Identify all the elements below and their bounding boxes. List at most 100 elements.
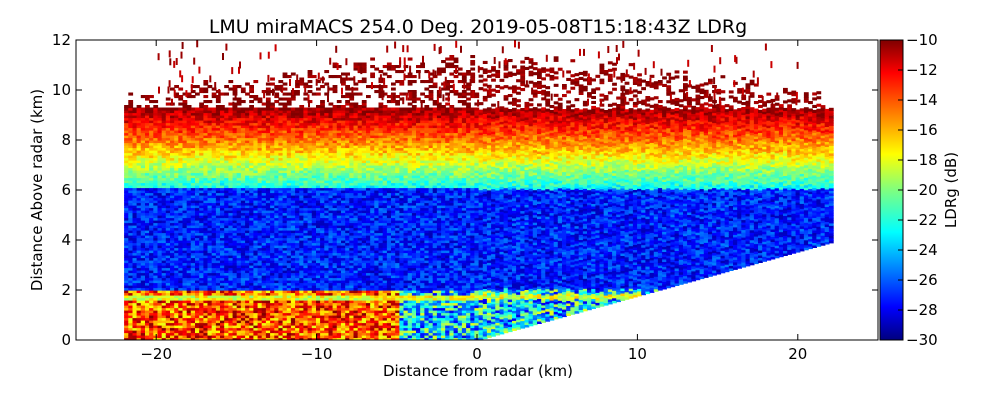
heatmap-cell	[145, 170, 150, 174]
heatmap-cell	[149, 167, 154, 171]
heatmap-cell	[149, 335, 154, 339]
heatmap-cell	[124, 222, 129, 226]
heatmap-cell	[161, 160, 167, 164]
heatmap-cell	[157, 117, 163, 121]
heatmap-cell	[157, 327, 163, 331]
heatmap-cell	[124, 192, 129, 196]
heatmap-cell	[136, 230, 142, 234]
heatmap-cell	[170, 162, 175, 166]
heatmap-cell	[174, 322, 179, 326]
heatmap-cell	[153, 205, 159, 209]
heatmap-cell	[149, 100, 154, 104]
heatmap-cell	[165, 170, 171, 174]
heatmap-cell	[157, 267, 163, 271]
heatmap-cell	[128, 272, 134, 276]
heatmap-cell	[316, 105, 321, 109]
heatmap-cell	[124, 177, 129, 181]
heatmap-cell	[170, 285, 175, 289]
heatmap-cell	[132, 245, 138, 249]
heatmap-cell	[178, 327, 184, 331]
heatmap-cell	[132, 280, 138, 284]
heatmap-cell	[145, 292, 150, 296]
heatmap-cell	[161, 287, 167, 291]
heatmap-cell	[136, 312, 142, 316]
heatmap-cell	[316, 92, 321, 96]
heatmap-cell	[174, 115, 179, 119]
heatmap-cell	[161, 110, 167, 114]
heatmap-cell	[174, 125, 179, 129]
heatmap-cell	[136, 302, 142, 306]
heatmap-cell	[170, 227, 175, 231]
heatmap-cell	[174, 287, 179, 291]
heatmap-cell	[174, 120, 179, 124]
heatmap-cell	[161, 155, 167, 159]
heatmap-cell	[153, 162, 159, 166]
heatmap-cell	[145, 260, 150, 264]
heatmap-cell	[132, 262, 138, 266]
heatmap-cell	[165, 280, 171, 284]
heatmap-cell	[165, 270, 171, 274]
heatmap-cell	[136, 200, 142, 204]
heatmap-cell	[136, 197, 142, 201]
heatmap-cell	[128, 92, 134, 96]
heatmap-cell	[128, 177, 134, 181]
heatmap-cell	[165, 287, 171, 291]
heatmap-cell	[132, 177, 138, 181]
heatmap-cell	[170, 172, 175, 176]
heatmap-cell	[174, 175, 179, 179]
heatmap-cell	[195, 92, 200, 96]
heatmap-cell	[203, 87, 209, 91]
heatmap-cell	[132, 320, 138, 324]
heatmap-cell	[161, 275, 167, 279]
heatmap-cell	[149, 315, 154, 319]
heatmap-cell	[128, 175, 134, 179]
heatmap-cell	[178, 102, 184, 106]
heatmap-cell	[124, 267, 129, 271]
heatmap-cell	[170, 312, 175, 316]
heatmap-cell	[161, 297, 167, 301]
heatmap-cell	[136, 332, 142, 336]
heatmap-cell	[153, 112, 159, 116]
heatmap-cell	[161, 242, 167, 246]
heatmap-cell	[124, 292, 129, 296]
heatmap-cell	[178, 107, 184, 111]
heatmap-cell	[174, 167, 179, 171]
heatmap-cell	[145, 202, 150, 206]
heatmap-cell	[165, 210, 171, 214]
heatmap-cell	[157, 120, 163, 124]
heatmap-cell	[153, 317, 159, 321]
heatmap-cell	[157, 220, 163, 224]
heatmap-cell	[170, 332, 175, 336]
heatmap-cell	[128, 195, 134, 199]
heatmap-cell	[161, 290, 167, 294]
heatmap-cell	[165, 267, 171, 271]
heatmap-cell	[149, 135, 154, 139]
heatmap-cell	[165, 147, 171, 151]
heatmap-cell	[132, 112, 138, 116]
heatmap-cell	[128, 212, 134, 216]
heatmap-cell	[124, 232, 129, 236]
heatmap-cell	[157, 160, 163, 164]
heatmap-cell	[174, 112, 179, 116]
heatmap-cell	[295, 107, 300, 111]
heatmap-cell	[178, 250, 184, 254]
heatmap-cell	[149, 197, 154, 201]
heatmap-cell	[178, 87, 184, 91]
heatmap-cell	[145, 227, 150, 231]
chart-title: LMU miraMACS 254.0 Deg. 2019-05-08T15:18…	[209, 16, 747, 38]
heatmap-cell	[136, 290, 142, 294]
heatmap-cell	[145, 317, 150, 321]
heatmap-cell	[174, 135, 179, 139]
heatmap-cell	[149, 190, 154, 194]
heatmap-cell	[165, 225, 171, 229]
heatmap-cell	[170, 292, 175, 296]
heatmap-cell	[274, 85, 280, 89]
heatmap-cell	[153, 207, 159, 211]
heatmap-cell	[124, 302, 129, 306]
heatmap-cell	[145, 310, 150, 314]
heatmap-cell	[174, 160, 179, 164]
heatmap-cell	[153, 230, 159, 234]
heatmap-cell	[140, 252, 146, 256]
heatmap-cell	[165, 337, 171, 340]
heatmap-cell	[165, 182, 171, 186]
